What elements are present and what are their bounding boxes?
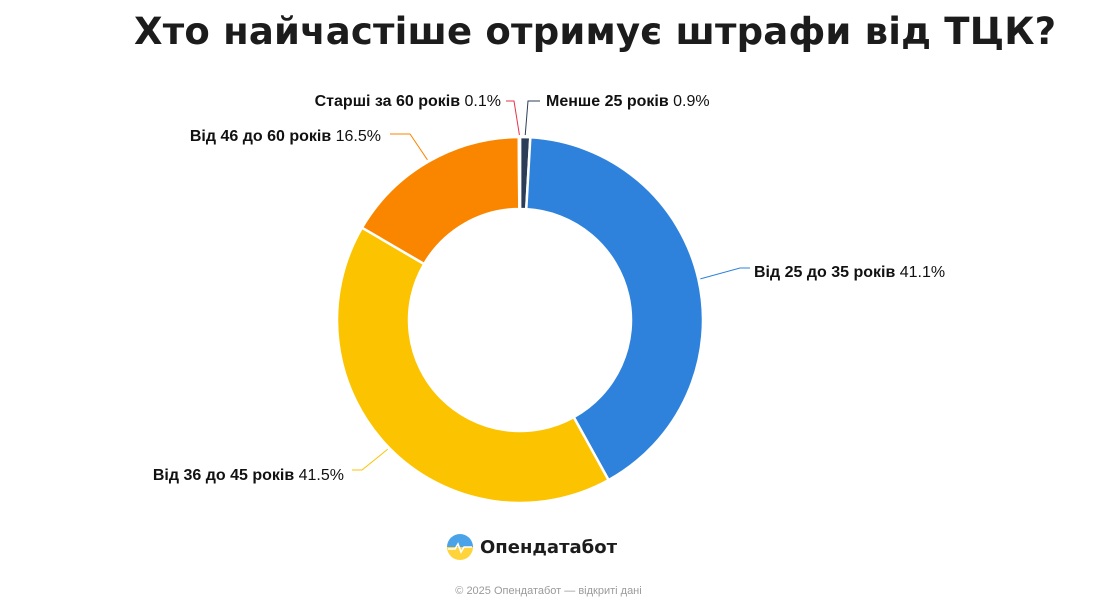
leader-line-2 xyxy=(700,267,750,280)
data-label-2: Від 25 до 35 років 41.1% xyxy=(754,264,945,281)
data-label-value: 41.1% xyxy=(900,264,945,281)
donut-slice-3[interactable] xyxy=(335,226,610,505)
data-label-value: 0.9% xyxy=(673,93,709,110)
data-label-category: Від 36 до 45 років xyxy=(153,467,299,484)
data-label-category: Від 25 до 35 років xyxy=(754,264,900,281)
data-label-category: Від 46 до 60 років xyxy=(190,128,336,145)
leader-line-1 xyxy=(524,100,540,136)
donut-slice-5[interactable] xyxy=(517,135,522,211)
leader-line-3 xyxy=(352,448,388,471)
chart-title: Хто найчастіше отримує штрафи від ТЦК? xyxy=(134,10,1057,53)
leader-line-5 xyxy=(506,100,520,136)
data-label-3: Від 36 до 45 років 41.5% xyxy=(153,467,344,484)
footer-copyright: © 2025 Опендатабот — відкриті дані xyxy=(455,585,642,597)
data-label-value: 16.5% xyxy=(336,128,381,145)
brand[interactable]: Опендатабот xyxy=(446,533,617,561)
opendatabot-logo-icon xyxy=(447,534,473,560)
data-label-category: Менше 25 років xyxy=(546,93,673,110)
brand-name: Опендатабот xyxy=(480,536,618,558)
data-label-5: Старші за 60 років 0.1% xyxy=(315,93,501,110)
data-label-value: 41.5% xyxy=(299,467,344,484)
leader-line-4 xyxy=(390,133,428,161)
data-label-value: 0.1% xyxy=(465,93,501,110)
data-label-category: Старші за 60 років xyxy=(315,93,465,110)
donut-slice-2[interactable] xyxy=(525,136,705,482)
data-label-4: Від 46 до 60 років 16.5% xyxy=(190,128,381,145)
data-label-1: Менше 25 років 0.9% xyxy=(546,93,710,110)
